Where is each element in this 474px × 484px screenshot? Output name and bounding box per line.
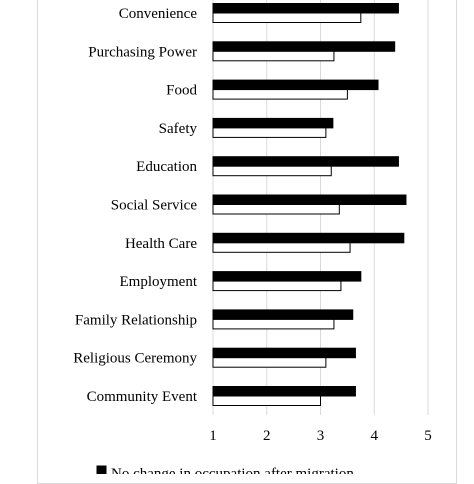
bar-series1-social-service: [212, 194, 407, 205]
bar-series1-convenience: [212, 3, 399, 14]
x-tick-label: 4: [371, 428, 379, 444]
bar-series1-religious-ceremony: [212, 347, 356, 359]
bar-series2-education: [212, 165, 332, 177]
category-label: Community Event: [87, 389, 198, 405]
bar-series1-family-relationship: [212, 309, 354, 320]
bar-series2-employment: [212, 280, 342, 292]
category-label: Religious Ceremony: [73, 351, 197, 367]
category-label: Convenience: [119, 6, 198, 22]
legend-swatch: [96, 465, 107, 474]
bar-series2-social-service: [212, 204, 340, 215]
bar-series1-safety: [212, 117, 334, 129]
bar-series2-community-event: [212, 395, 321, 406]
x-tick-label: 5: [424, 428, 432, 444]
category-label: Purchasing Power: [88, 44, 197, 60]
bar-series1-health-care: [212, 232, 405, 244]
bar-series2-family-relationship: [212, 318, 335, 330]
category-label: Food: [166, 83, 197, 99]
x-tick-label: 1: [209, 428, 217, 444]
legend-label: No change in occupation after migration: [111, 466, 354, 474]
x-tick-labels: 1 2 3 4 5: [209, 428, 432, 444]
category-label: Social Service: [111, 198, 198, 214]
bar-series1-food: [212, 79, 379, 91]
category-label: Employment: [120, 274, 198, 290]
bar-chart: Convenience Purchasing Power Food Safety Edu…: [73, 0, 432, 474]
category-label: Health Care: [125, 236, 197, 252]
category-labels: Convenience Purchasing Power Food Safety Edu…: [73, 6, 198, 405]
category-label: Safety: [159, 121, 198, 137]
legend: No change in occupation after migration: [96, 465, 354, 474]
bar-series2-safety: [212, 127, 327, 138]
bar-series2-religious-ceremony: [212, 357, 327, 368]
bar-series2-health-care: [212, 242, 351, 253]
x-tick-label: 3: [317, 428, 325, 444]
bar-series1-employment: [212, 271, 362, 282]
bar-series1-community-event: [212, 386, 356, 397]
x-tick-label: 2: [263, 428, 271, 444]
bars: [212, 3, 407, 406]
bar-series1-purchasing-power: [212, 41, 396, 52]
bar-series1-education: [212, 156, 399, 167]
category-label: Education: [136, 159, 197, 175]
bar-series2-purchasing-power: [212, 50, 335, 62]
bar-series2-food: [212, 89, 348, 100]
category-label: Family Relationship: [75, 312, 197, 328]
bar-series2-convenience: [212, 12, 362, 23]
